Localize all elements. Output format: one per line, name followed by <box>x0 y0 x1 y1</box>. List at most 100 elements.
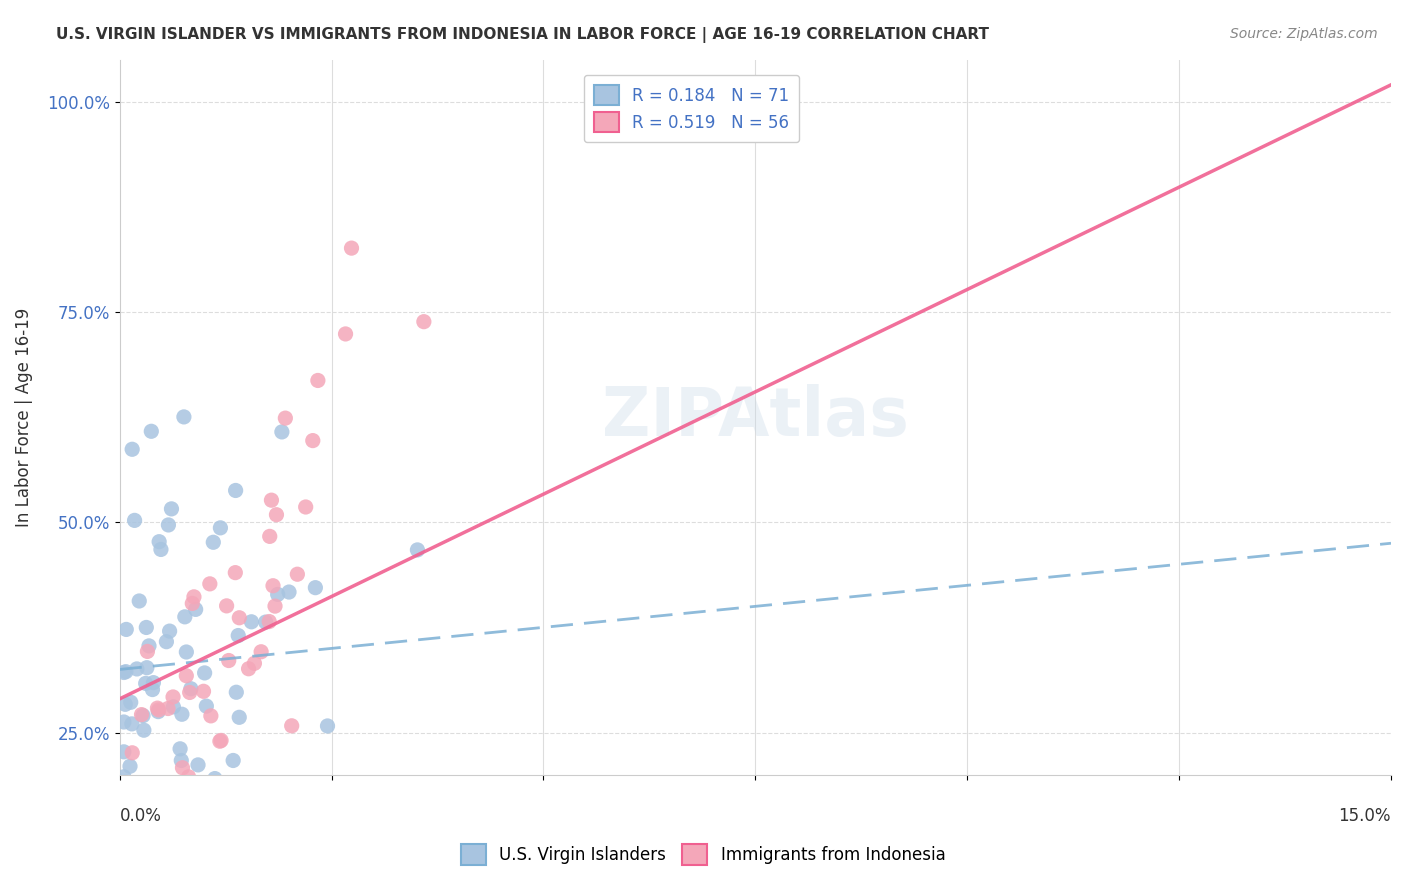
Point <box>257 615 280 629</box>
Point <box>412 315 434 329</box>
Point <box>159 624 181 639</box>
Point <box>160 501 183 516</box>
Point <box>115 775 138 789</box>
Point <box>197 800 219 814</box>
Point <box>169 741 191 756</box>
Point <box>218 654 240 668</box>
Point <box>115 785 138 799</box>
Point <box>200 709 222 723</box>
Point <box>128 594 150 608</box>
Point <box>112 714 135 729</box>
Point <box>250 645 273 659</box>
Legend: U.S. Virgin Islanders, Immigrants from Indonesia: U.S. Virgin Islanders, Immigrants from I… <box>450 834 956 875</box>
Point <box>139 835 162 849</box>
Point <box>121 442 143 457</box>
Point <box>294 500 316 514</box>
Point <box>179 685 201 699</box>
Point <box>162 690 184 704</box>
Point <box>142 675 165 690</box>
Point <box>132 723 155 738</box>
Point <box>112 835 135 849</box>
Point <box>138 783 160 797</box>
Point <box>146 701 169 715</box>
Point <box>134 810 156 824</box>
Point <box>132 810 155 824</box>
Point <box>254 615 277 629</box>
Point <box>243 657 266 671</box>
Point <box>202 535 225 549</box>
Point <box>191 835 214 849</box>
Point <box>148 703 170 717</box>
Point <box>270 425 292 439</box>
Point <box>117 810 139 824</box>
Point <box>280 719 302 733</box>
Point <box>118 759 141 773</box>
Point <box>228 611 250 625</box>
Point <box>124 513 146 527</box>
Point <box>208 810 231 824</box>
Point <box>173 610 195 624</box>
Point <box>172 761 194 775</box>
Point <box>112 770 135 784</box>
Point <box>170 754 193 768</box>
Point <box>340 241 363 255</box>
Point <box>170 707 193 722</box>
Point <box>205 803 228 817</box>
Point <box>121 717 143 731</box>
Point <box>267 587 290 601</box>
Point <box>125 797 148 812</box>
Point <box>141 808 163 822</box>
Point <box>148 534 170 549</box>
Point <box>224 566 246 580</box>
Point <box>209 521 232 535</box>
Point <box>274 411 297 425</box>
Text: U.S. VIRGIN ISLANDER VS IMMIGRANTS FROM INDONESIA IN LABOR FORCE | AGE 16-19 COR: U.S. VIRGIN ISLANDER VS IMMIGRANTS FROM … <box>56 27 990 43</box>
Point <box>155 634 177 648</box>
Point <box>195 699 218 714</box>
Point <box>156 701 179 715</box>
Point <box>193 684 215 698</box>
Point <box>304 581 326 595</box>
Point <box>226 628 249 642</box>
Point <box>162 699 184 714</box>
Point <box>180 681 202 696</box>
Point <box>406 542 429 557</box>
Point <box>112 745 135 759</box>
Point <box>136 644 159 658</box>
Point <box>148 705 170 719</box>
Point <box>194 665 217 680</box>
Text: 15.0%: 15.0% <box>1339 806 1391 825</box>
Point <box>157 810 180 824</box>
Point <box>112 810 135 824</box>
Point <box>131 707 153 722</box>
Point <box>135 620 157 634</box>
Point <box>259 529 281 543</box>
Point <box>301 434 323 448</box>
Point <box>208 734 231 748</box>
Point <box>149 826 172 840</box>
Point <box>135 661 157 675</box>
Point <box>159 796 181 810</box>
Point <box>240 615 263 629</box>
Point <box>112 665 135 680</box>
Point <box>162 810 184 824</box>
Point <box>114 698 136 712</box>
Legend: R = 0.184   N = 71, R = 0.519   N = 56: R = 0.184 N = 71, R = 0.519 N = 56 <box>583 75 800 143</box>
Point <box>157 518 180 533</box>
Point <box>307 374 329 388</box>
Point <box>187 758 209 772</box>
Point <box>138 786 160 800</box>
Point <box>132 708 155 723</box>
Point <box>316 719 339 733</box>
Point <box>222 754 245 768</box>
Point <box>215 599 238 613</box>
Point <box>209 733 232 747</box>
Point <box>238 662 260 676</box>
Point <box>139 835 162 849</box>
Point <box>127 835 149 849</box>
Point <box>225 483 247 498</box>
Point <box>183 590 205 604</box>
Y-axis label: In Labor Force | Age 16-19: In Labor Force | Age 16-19 <box>15 308 32 526</box>
Point <box>141 425 163 439</box>
Point <box>115 623 138 637</box>
